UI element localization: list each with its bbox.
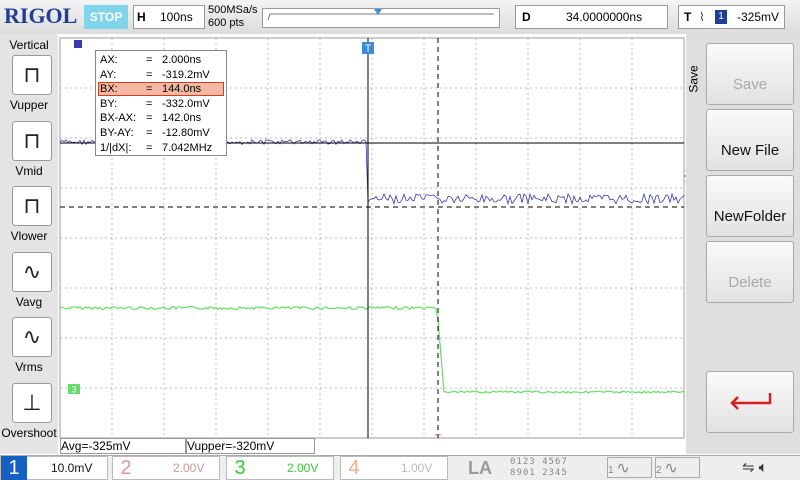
- readout-cell: -319.2mV: [162, 68, 210, 81]
- ch3-marker: [68, 384, 80, 394]
- menu-item-label[interactable]: Vrms: [15, 360, 43, 374]
- menu-item-label[interactable]: Overshoot: [1, 425, 57, 440]
- menu-title: Vertical: [9, 38, 49, 52]
- readout-cell: =: [146, 68, 153, 81]
- trigger-marker-label: T: [365, 44, 371, 55]
- menu-icon[interactable]: ∿: [12, 317, 52, 357]
- math-2[interactable]: 2 ∿: [655, 457, 700, 478]
- readout-cell: =: [146, 54, 153, 66]
- la-label[interactable]: LA: [468, 458, 492, 478]
- label: 1: [608, 465, 614, 476]
- delay-box[interactable]: D 34.0000000ns: [515, 5, 668, 29]
- value: 34.0000000ns: [566, 10, 643, 24]
- timebase-box[interactable]: H 100ns: [133, 5, 205, 29]
- readout-cell: BY:: [100, 97, 118, 110]
- channel-box[interactable]: 3 2.00V: [226, 456, 334, 480]
- memory-bar: [262, 8, 500, 28]
- logo: RIGOL: [4, 3, 78, 28]
- menu-icon[interactable]: ⊓: [12, 186, 52, 226]
- la-channels: 8901 2345: [510, 468, 568, 478]
- channel-box[interactable]: 4 1.00V: [340, 456, 448, 480]
- readout-cell: =: [146, 141, 153, 154]
- sample-rate: 500MSa/s: [208, 4, 258, 16]
- label: T: [684, 10, 692, 24]
- cursor-readout: AX: = 2.000ns AY: = -319.2mV BX: = 144.0ns BY: = -3…: [95, 50, 227, 156]
- label: D: [522, 10, 531, 24]
- menu-icon[interactable]: ⊓: [12, 55, 52, 95]
- menu-item-label[interactable]: Vavg: [15, 294, 43, 309]
- bx-marker: ↔: [433, 429, 443, 440]
- menu-button[interactable]: Save: [706, 43, 794, 105]
- menu-item-label[interactable]: Vupper: [9, 98, 49, 112]
- row-highlight: [98, 82, 224, 97]
- ch1-marker: [74, 40, 82, 48]
- channel-number: 4: [348, 457, 360, 479]
- trigger-box[interactable]: T ⌇ 1 -325mV: [678, 5, 785, 29]
- label: H: [137, 10, 146, 24]
- readout-cell: BY-AY:: [100, 127, 134, 139]
- menu-button[interactable]: New File: [706, 109, 794, 171]
- menu-icon[interactable]: ∿: [12, 251, 52, 292]
- readout-cell: =: [146, 97, 153, 110]
- channel-scale: 2.00V: [173, 461, 205, 475]
- ch3-marker-label: 3: [71, 384, 76, 394]
- readout-cell: 144.0ns: [162, 83, 202, 96]
- readout-cell: 2.000ns: [162, 54, 202, 66]
- readout-cell: AY:: [100, 68, 117, 81]
- menu-item-label[interactable]: Vmid: [15, 163, 43, 178]
- value: 100ns: [160, 10, 193, 24]
- readout-cell: -12.80mV: [162, 127, 210, 139]
- level: -325mV: [737, 10, 780, 24]
- channel-3-trace: [59, 305, 685, 394]
- channel-number: 1: [1, 456, 27, 480]
- label: 2: [656, 465, 662, 476]
- readout-cell: -332.0mV: [162, 97, 210, 110]
- level-marker: [684, 175, 686, 177]
- readout-cell: BX:: [100, 83, 118, 96]
- channel-scale: 2.00V: [287, 461, 319, 475]
- channel-scale: 1.00V: [401, 461, 433, 475]
- trigger-marker: [362, 42, 374, 54]
- menu-button[interactable]: NewFolder: [706, 175, 794, 237]
- channel-box[interactable]: 1 10.0mV: [0, 456, 108, 480]
- readout-cell: =: [146, 83, 153, 96]
- run-status[interactable]: STOP: [84, 5, 128, 29]
- menu-icon[interactable]: ⊓: [12, 120, 52, 161]
- channel-box[interactable]: 2 2.00V: [112, 456, 220, 480]
- measurement: Avg=-325mV: [60, 438, 186, 454]
- menu-title: Save: [686, 65, 701, 93]
- source: 1: [715, 10, 727, 24]
- readout-cell: 142.0ns: [162, 112, 202, 125]
- readout-cell: 7.042MHz: [162, 141, 213, 154]
- menu-icon[interactable]: ⊥: [12, 382, 52, 423]
- channel-number: 3: [234, 457, 246, 479]
- channel-number: 2: [120, 457, 132, 479]
- readout-cell: BX-AX:: [100, 112, 137, 125]
- menu-item-label[interactable]: Vlower: [10, 229, 48, 243]
- readout-cell: 1/|dX|:: [100, 141, 132, 154]
- menu-button[interactable]: Delete: [706, 241, 794, 303]
- measurement: Vupper=-320mV: [186, 438, 315, 454]
- la-channels: 0123 4567: [510, 457, 568, 467]
- readout-cell: =: [146, 127, 153, 139]
- memory-depth: 600 pts: [208, 17, 245, 29]
- channel-scale: 10.0mV: [51, 461, 93, 475]
- back-button[interactable]: [706, 371, 794, 433]
- math-1[interactable]: 1 ∿: [607, 457, 652, 478]
- readout-cell: =: [146, 112, 153, 125]
- status-icons: ⇋ 🔈︎: [742, 459, 768, 476]
- readout-cell: AX:: [100, 54, 118, 66]
